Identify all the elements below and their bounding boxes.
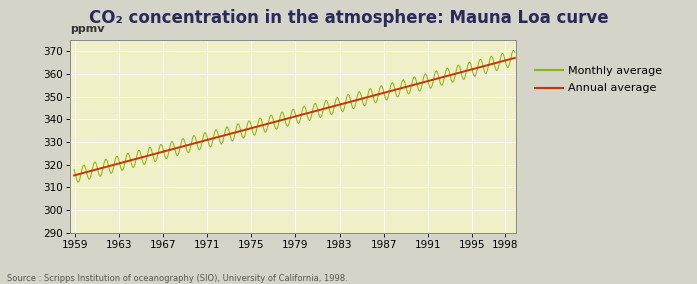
Legend: Monthly average, Annual average: Monthly average, Annual average (532, 62, 666, 97)
Text: CO₂ concentration in the atmosphere: Mauna Loa curve: CO₂ concentration in the atmosphere: Mau… (89, 9, 608, 26)
Text: ppmv: ppmv (70, 24, 104, 34)
Text: Source : Scripps Institution of oceanography (SIO), University of California, 19: Source : Scripps Institution of oceanogr… (7, 273, 348, 283)
